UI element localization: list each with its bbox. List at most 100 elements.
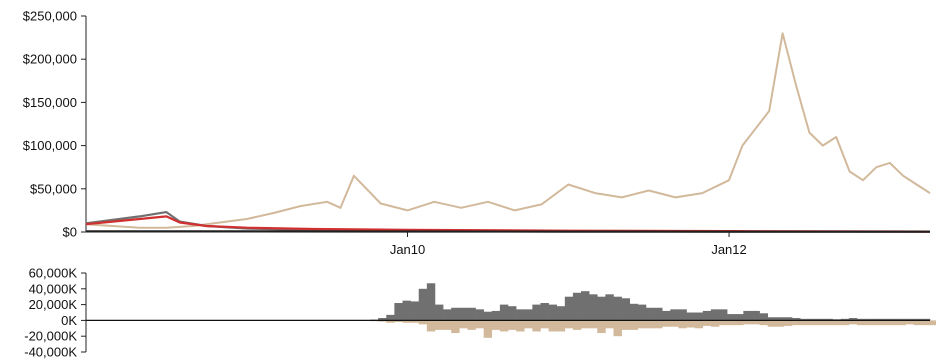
volume-y-tick-label: 0K — [61, 313, 77, 328]
volume-bar-negative — [418, 320, 428, 325]
volume-bar-positive — [808, 318, 817, 321]
volume-bar-negative — [386, 320, 395, 323]
volume-bar-negative — [889, 320, 898, 326]
price-y-ticks: $0 $50,000 $100,000 $150,000 $200,000 $250,00… — [23, 9, 86, 240]
volume-bar-negative — [483, 320, 493, 338]
volume-bar-negative — [581, 320, 590, 329]
volume-bar-negative — [913, 320, 923, 326]
volume-bar-positive — [913, 318, 923, 321]
volume-bar-positive — [881, 318, 890, 321]
volume-bar-negative — [824, 320, 833, 326]
price-series-line-2 — [85, 211, 931, 233]
volume-bar-positive — [816, 318, 825, 321]
volume-bar-negative — [605, 320, 614, 329]
volume-bar-negative — [637, 320, 647, 329]
volume-bar-positive — [719, 309, 728, 321]
volume-bar-positive — [921, 318, 931, 321]
volume-y-tick-label: 20,000K — [29, 297, 78, 312]
volume-bar-positive — [897, 318, 906, 321]
volume-bar-positive — [654, 307, 663, 321]
volume-bar-negative — [873, 320, 882, 326]
volume-bar-negative — [564, 320, 574, 329]
price-x-tick-label: Jan10 — [390, 242, 425, 257]
volume-bar-negative — [897, 320, 906, 326]
volume-bar-negative — [540, 320, 549, 329]
volume-bar-negative — [654, 320, 663, 329]
volume-bar-negative — [548, 320, 557, 332]
volume-bar-negative — [816, 320, 825, 326]
volume-bar-positive — [524, 309, 533, 321]
volume-bar-positive — [824, 318, 833, 321]
volume-bar-positive — [434, 304, 444, 321]
price-line-chart: $0 $50,000 $100,000 $150,000 $200,000 $250,00… — [23, 9, 931, 257]
volume-bar-negative — [613, 320, 622, 337]
price-y-tick-label: $0 — [63, 225, 77, 240]
volume-bar-negative — [394, 320, 403, 322]
price-series-line-1 — [85, 32, 931, 229]
volume-bar-positive — [475, 309, 484, 321]
volume-bar-positive — [483, 311, 493, 321]
volume-bar-negative — [426, 320, 436, 332]
volume-y-tick-label: -20,000K — [24, 329, 77, 344]
volume-bar-positive — [678, 309, 687, 321]
volume-bar-negative — [727, 320, 736, 326]
volume-bar-negative — [930, 320, 936, 326]
volume-bar-positive — [873, 318, 882, 321]
volume-bar-negative — [467, 320, 476, 330]
volume-bar-positive — [459, 307, 468, 321]
volume-bar-negative — [662, 320, 671, 327]
volume-y-tick-label: -40,000K — [24, 345, 77, 360]
volume-bar-positive — [499, 304, 509, 321]
volume-bar-negative — [516, 320, 525, 332]
volume-bar-negative — [670, 320, 679, 327]
volume-bar-negative — [621, 320, 631, 330]
volume-bar-negative — [434, 320, 444, 330]
price-y-tick-label: $200,000 — [23, 52, 77, 67]
volume-bar-negative — [459, 320, 468, 329]
volume-bar-positive — [572, 292, 582, 321]
volume-bar-positive — [386, 314, 395, 321]
volume-bar-positive — [767, 317, 777, 321]
volume-bar-negative — [800, 320, 809, 326]
volume-y-tick-label: 40,000K — [29, 281, 78, 296]
volume-bar-positive — [637, 304, 647, 321]
volume-bar-negative — [743, 320, 752, 325]
volume-bar-positive — [865, 318, 874, 321]
volume-bar-positive — [905, 318, 915, 321]
volume-bar-positive — [508, 306, 517, 321]
volume-bar-negative — [556, 320, 566, 332]
volume-bar-negative — [410, 320, 420, 323]
price-y-tick-label: $250,000 — [23, 9, 77, 24]
volume-bar-positive — [702, 310, 712, 321]
volume-bar-positive — [516, 309, 525, 321]
volume-bar-positive — [467, 307, 476, 321]
volume-y-tick-label: 60,000K — [29, 266, 78, 281]
volume-bar-negative — [921, 320, 931, 326]
volume-bar-negative — [848, 320, 858, 325]
volume-bar-negative — [881, 320, 890, 326]
volume-bar-negative — [645, 320, 655, 329]
volume-bar-positive — [735, 314, 744, 321]
volume-bar-positive — [540, 303, 549, 321]
volume-bar-positive — [451, 307, 460, 321]
price-y-tick-label: $50,000 — [30, 181, 77, 196]
volume-bar-negative — [905, 320, 915, 325]
volume-bar-negative — [499, 320, 509, 332]
price-series-group — [85, 32, 931, 233]
volume-bar-positive — [418, 288, 428, 321]
volume-bar-positive — [800, 318, 809, 321]
volume-bar-positive — [402, 300, 411, 321]
volume-bar-positive — [645, 307, 655, 321]
volume-bar-negative — [751, 320, 760, 325]
price-y-tick-label: $100,000 — [23, 138, 77, 153]
volume-bar-positive — [743, 310, 752, 321]
volume-bar-positive — [410, 301, 420, 321]
volume-bar-positive — [856, 318, 866, 321]
volume-bar-positive — [491, 310, 501, 321]
volume-bar-negative — [532, 320, 541, 332]
volume-bar-positive — [532, 304, 541, 321]
price-x-tick-label: Jan12 — [711, 242, 746, 257]
volume-bar-positive — [605, 294, 614, 321]
